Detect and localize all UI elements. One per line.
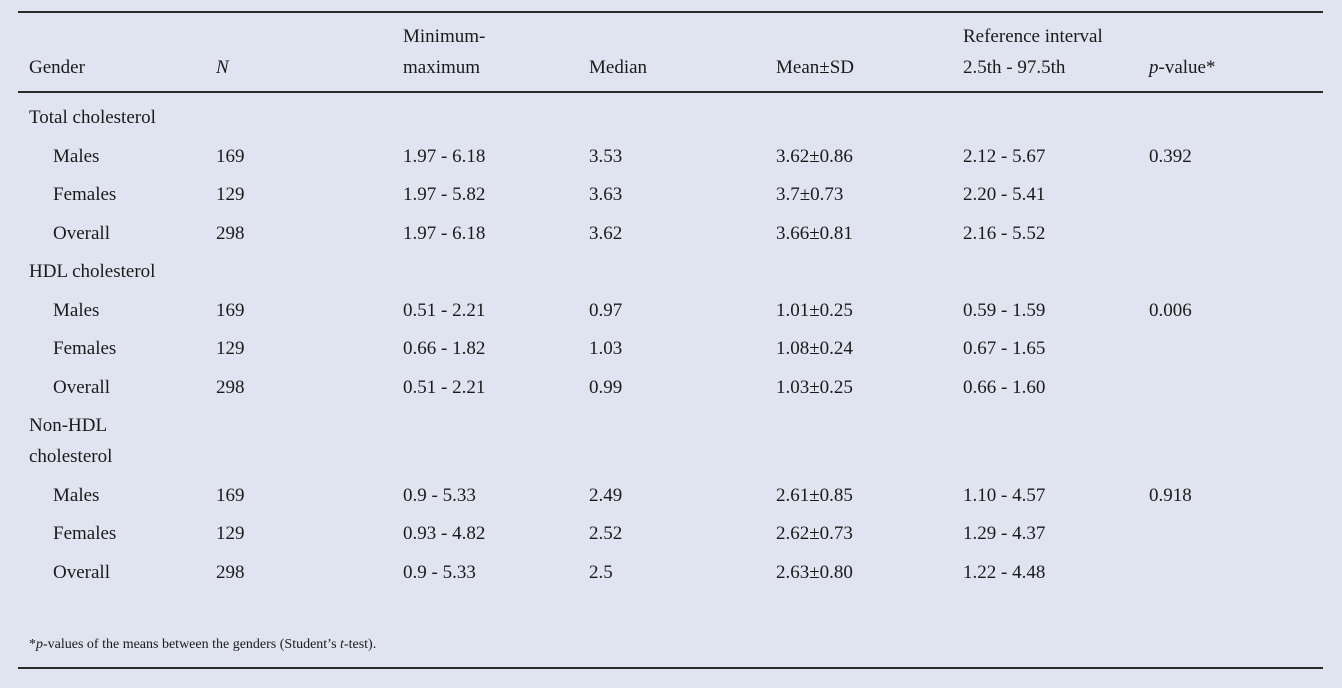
footnote: *p-values of the means between the gende… [29, 636, 376, 654]
cell-median: 3.63 [589, 184, 623, 205]
cell-gender: Males [53, 299, 100, 321]
cell-gender: Overall [53, 222, 110, 244]
cell-mean-sd: 1.01±0.25 [776, 299, 853, 321]
header-p-rest: -value* [1158, 57, 1216, 78]
cell-mean-sd: 3.66±0.81 [776, 222, 853, 244]
cell-n: 129 [216, 184, 245, 205]
cell-n: 169 [216, 484, 245, 506]
group-label: Total cholesterol [29, 107, 156, 128]
cell-median: 3.62 [589, 222, 623, 244]
cell-ref-interval: 0.59 - 1.59 [963, 299, 1046, 321]
header-gender: Gender [29, 57, 85, 78]
cell-n: 169 [216, 299, 245, 321]
cell-ref-interval: 2.20 - 5.41 [963, 184, 1046, 205]
cell-ref-interval: 1.29 - 4.37 [963, 523, 1046, 544]
cell-minmax: 0.51 - 2.21 [403, 376, 486, 398]
cell-mean-sd: 2.61±0.85 [776, 484, 853, 506]
cell-mean-sd: 1.08±0.24 [776, 338, 853, 359]
cell-minmax: 0.9 - 5.33 [403, 561, 476, 583]
cell-gender: Males [53, 145, 100, 167]
cell-mean-sd: 3.62±0.86 [776, 145, 853, 167]
header-rule [18, 91, 1323, 93]
cell-median: 2.52 [589, 523, 623, 544]
cell-ref-interval: 2.16 - 5.52 [963, 222, 1046, 244]
cell-n: 298 [216, 561, 245, 583]
cell-minmax: 0.9 - 5.33 [403, 484, 476, 506]
cell-gender: Overall [53, 561, 110, 583]
cell-n: 169 [216, 145, 245, 167]
cell-minmax: 1.97 - 5.82 [403, 184, 486, 205]
cell-ref-interval: 2.12 - 5.67 [963, 145, 1046, 167]
cell-minmax: 0.51 - 2.21 [403, 299, 486, 321]
footnote-p-italic: p [36, 637, 43, 652]
footnote-star: * [29, 637, 36, 652]
header-minmax-line2: maximum [403, 57, 481, 78]
cell-gender: Males [53, 484, 100, 506]
top-rule [18, 11, 1323, 13]
header-ref-line2: 2.5th - 97.5th [963, 57, 1066, 78]
cell-minmax: 0.93 - 4.82 [403, 523, 486, 544]
cell-gender: Females [53, 338, 117, 359]
cell-n: 298 [216, 376, 245, 398]
cell-n: 129 [216, 523, 245, 544]
cell-p-value: 0.918 [1149, 484, 1192, 506]
header-mean-sd: Mean±SD [776, 57, 854, 78]
cell-median: 0.97 [589, 299, 623, 321]
header-p-value: p-value* [1149, 56, 1215, 80]
header-n: N [216, 57, 229, 78]
cell-minmax: 1.97 - 6.18 [403, 145, 486, 167]
cell-mean-sd: 2.62±0.73 [776, 523, 853, 544]
cell-mean-sd: 3.7±0.73 [776, 184, 844, 205]
cell-median: 2.5 [589, 561, 613, 583]
cell-p-value: 0.006 [1149, 299, 1192, 321]
header-p-italic: p [1149, 57, 1159, 78]
cell-median: 2.49 [589, 484, 623, 506]
footnote-t-italic: t [340, 637, 344, 652]
cell-p-value: 0.392 [1149, 145, 1192, 167]
cell-ref-interval: 1.22 - 4.48 [963, 561, 1046, 583]
group-label: cholesterol [29, 446, 113, 467]
bottom-rule [18, 667, 1323, 669]
cell-mean-sd: 2.63±0.80 [776, 561, 853, 583]
cell-median: 0.99 [589, 376, 623, 398]
cell-ref-interval: 0.67 - 1.65 [963, 338, 1046, 359]
header-ref-line1: Reference interval [963, 26, 1103, 47]
cell-median: 1.03 [589, 338, 623, 359]
cell-ref-interval: 1.10 - 4.57 [963, 484, 1046, 506]
cell-n: 129 [216, 338, 245, 359]
cell-n: 298 [216, 222, 245, 244]
cell-ref-interval: 0.66 - 1.60 [963, 376, 1046, 398]
cell-minmax: 1.97 - 6.18 [403, 222, 486, 244]
footnote-text-b: -test). [343, 637, 377, 652]
cell-gender: Overall [53, 376, 110, 398]
header-minmax-line1: Minimum- [403, 26, 486, 47]
cell-minmax: 0.66 - 1.82 [403, 338, 486, 359]
cell-median: 3.53 [589, 145, 623, 167]
cell-gender: Females [53, 184, 117, 205]
cell-mean-sd: 1.03±0.25 [776, 376, 853, 398]
footnote-text-a: -values of the means between the genders… [43, 637, 341, 652]
header-median: Median [589, 57, 648, 78]
group-label: Non-HDL [29, 415, 108, 436]
cell-gender: Females [53, 523, 117, 544]
group-label: HDL cholesterol [29, 261, 156, 282]
